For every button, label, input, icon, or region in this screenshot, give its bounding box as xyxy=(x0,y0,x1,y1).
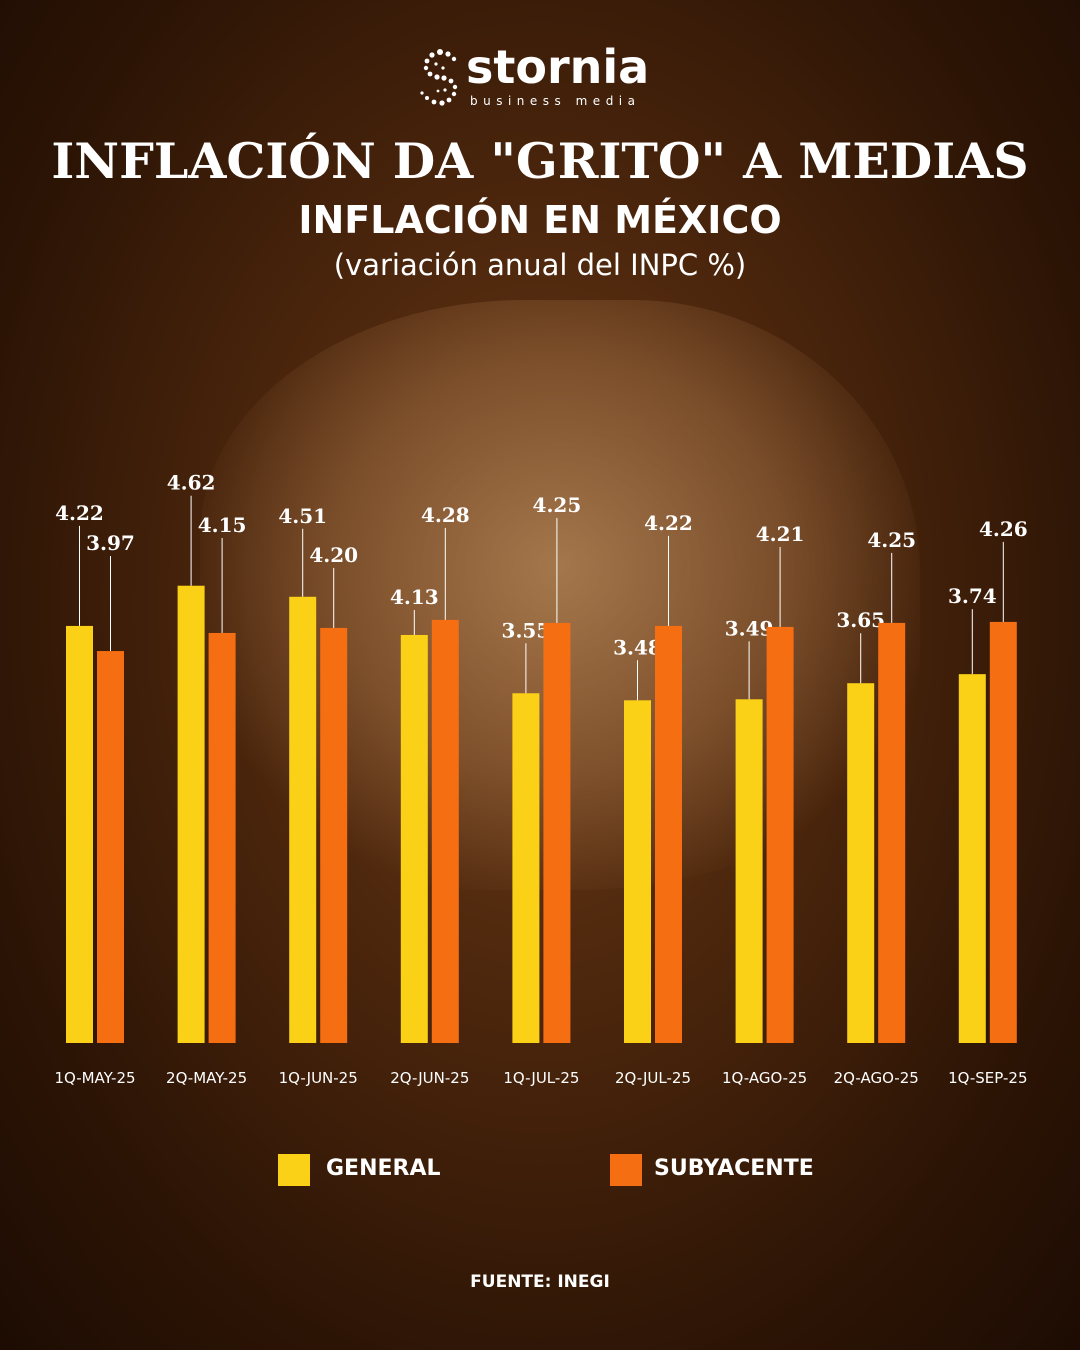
legend-label-subyacente: SUBYACENTE xyxy=(654,1156,814,1181)
data-label-subyacente-2q-jun-25: 4.28 xyxy=(421,503,470,527)
bar-subyacente-1q-sep-25 xyxy=(989,621,1017,1043)
bar-general-1q-jul-25 xyxy=(512,693,540,1043)
chart-subtitle: (variación anual del INPC %) xyxy=(333,248,747,282)
data-label-subyacente-2q-may-25: 4.15 xyxy=(198,513,247,537)
data-label-subyacente-1q-jun-25: 4.20 xyxy=(309,543,358,567)
category-label-2q-ago-25: 2Q-AGO-25 xyxy=(834,1069,919,1087)
bar-general-2q-jun-25 xyxy=(400,634,428,1043)
data-label-subyacente-1q-jul-25: 4.25 xyxy=(533,493,582,517)
category-label-1q-jul-25: 1Q-JUL-25 xyxy=(503,1069,579,1087)
bar-general-1q-jun-25 xyxy=(289,596,317,1043)
bar-subyacente-2q-jul-25 xyxy=(655,625,682,1043)
data-label-general-2q-jun-25: 4.13 xyxy=(390,585,439,609)
data-label-subyacente-2q-ago-25: 4.25 xyxy=(867,528,916,552)
category-label-1q-ago-25: 1Q-AGO-25 xyxy=(722,1069,807,1087)
chart-title: INFLACIÓN EN MÉXICO xyxy=(298,198,782,242)
data-label-general-1q-jul-25: 3.55 xyxy=(502,618,551,642)
category-label-2q-jul-25: 2Q-JUL-25 xyxy=(615,1069,691,1087)
bar-subyacente-1q-ago-25 xyxy=(766,626,794,1043)
brand-name: stornia xyxy=(466,40,650,94)
bar-subyacente-1q-may-25 xyxy=(97,651,124,1043)
data-label-subyacente-2q-jul-25: 4.22 xyxy=(644,511,693,535)
data-label-general-1q-ago-25: 3.49 xyxy=(725,616,774,640)
bar-general-1q-may-25 xyxy=(66,625,93,1043)
bar-subyacente-1q-jun-25 xyxy=(320,627,348,1043)
bar-general-2q-may-25 xyxy=(177,585,205,1043)
data-label-subyacente-1q-sep-25: 4.26 xyxy=(979,517,1028,541)
legend-swatch-general xyxy=(278,1154,310,1186)
data-label-general-2q-jul-25: 3.48 xyxy=(613,635,662,659)
bar-chart: 4.22 3.97 1Q-MAY-25 4.62 4.15 2Q-MAY-25 4.51 4.… xyxy=(54,471,1028,1087)
data-label-general-2q-ago-25: 3.65 xyxy=(836,608,885,632)
legend-label-general: GENERAL xyxy=(326,1156,441,1181)
chart-legend: GENERAL SUBYACENTE xyxy=(0,1150,1080,1200)
bar-general-2q-jul-25 xyxy=(624,700,651,1043)
bar-subyacente-2q-jun-25 xyxy=(431,619,459,1043)
bar-general-1q-sep-25 xyxy=(958,674,986,1043)
category-label-1q-jun-25: 1Q-JUN-25 xyxy=(279,1069,358,1087)
bar-subyacente-1q-jul-25 xyxy=(543,622,571,1043)
source-note: FUENTE: INEGI xyxy=(470,1272,610,1292)
data-label-general-2q-may-25: 4.62 xyxy=(167,471,216,495)
data-label-subyacente-1q-ago-25: 4.21 xyxy=(756,522,805,546)
data-label-subyacente-1q-may-25: 3.97 xyxy=(86,531,135,555)
legend-swatch-subyacente xyxy=(610,1154,642,1186)
stornia-logo-icon xyxy=(420,49,458,106)
bar-subyacente-2q-ago-25 xyxy=(878,622,906,1043)
category-label-2q-jun-25: 2Q-JUN-25 xyxy=(390,1069,469,1087)
bar-general-2q-ago-25 xyxy=(847,683,875,1043)
bar-general-1q-ago-25 xyxy=(735,699,763,1043)
category-label-1q-may-25: 1Q-MAY-25 xyxy=(54,1069,135,1087)
data-label-general-1q-jun-25: 4.51 xyxy=(278,504,327,528)
data-label-general-1q-sep-25: 3.74 xyxy=(948,584,997,608)
page-title: INFLACIÓN DA "GRITO" A MEDIAS xyxy=(51,132,1029,190)
bar-subyacente-2q-may-25 xyxy=(208,632,236,1043)
data-label-general-1q-may-25: 4.22 xyxy=(55,501,104,525)
category-label-2q-may-25: 2Q-MAY-25 xyxy=(166,1069,247,1087)
brand-logo: stornia business media xyxy=(0,40,1080,110)
category-label-1q-sep-25: 1Q-SEP-25 xyxy=(948,1069,1027,1087)
brand-tagline: business media xyxy=(470,94,641,108)
